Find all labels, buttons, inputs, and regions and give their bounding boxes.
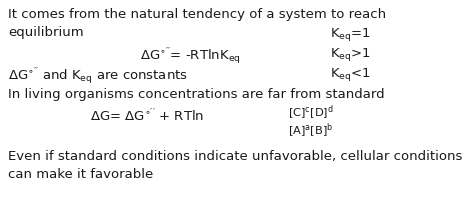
Text: $\mathregular{K_{eq}}$=1: $\mathregular{K_{eq}}$=1 xyxy=(330,26,371,43)
Text: $\mathregular{[A]^a[B]^b}$: $\mathregular{[A]^a[B]^b}$ xyxy=(288,122,333,140)
Text: $\mathregular{\Delta G}$= $\mathregular{\Delta G^{\circ\prime\prime}}$ + RTln: $\mathregular{\Delta G}$= $\mathregular{… xyxy=(90,108,204,125)
Text: equilibrium: equilibrium xyxy=(8,26,83,39)
Text: can make it favorable: can make it favorable xyxy=(8,168,153,181)
Text: $\mathregular{K_{eq}}$>1: $\mathregular{K_{eq}}$>1 xyxy=(330,46,371,63)
Text: $\mathregular{\Delta G^{\circ\prime\prime}}$ and $\mathregular{K_{eq}}$ are cons: $\mathregular{\Delta G^{\circ\prime\prim… xyxy=(8,66,188,87)
Text: In living organisms concentrations are far from standard: In living organisms concentrations are f… xyxy=(8,88,384,101)
Text: It comes from the natural tendency of a system to reach: It comes from the natural tendency of a … xyxy=(8,8,386,21)
Text: Even if standard conditions indicate unfavorable, cellular conditions: Even if standard conditions indicate unf… xyxy=(8,150,462,163)
Text: $\mathregular{[C]^c[D]^d}$: $\mathregular{[C]^c[D]^d}$ xyxy=(288,104,334,123)
Text: $\mathregular{\Delta G^{\circ\prime\prime}}$= -RTln$\mathregular{K_{eq}}$: $\mathregular{\Delta G^{\circ\prime\prim… xyxy=(140,46,241,67)
Text: $\mathregular{K_{eq}}$<1: $\mathregular{K_{eq}}$<1 xyxy=(330,66,371,83)
